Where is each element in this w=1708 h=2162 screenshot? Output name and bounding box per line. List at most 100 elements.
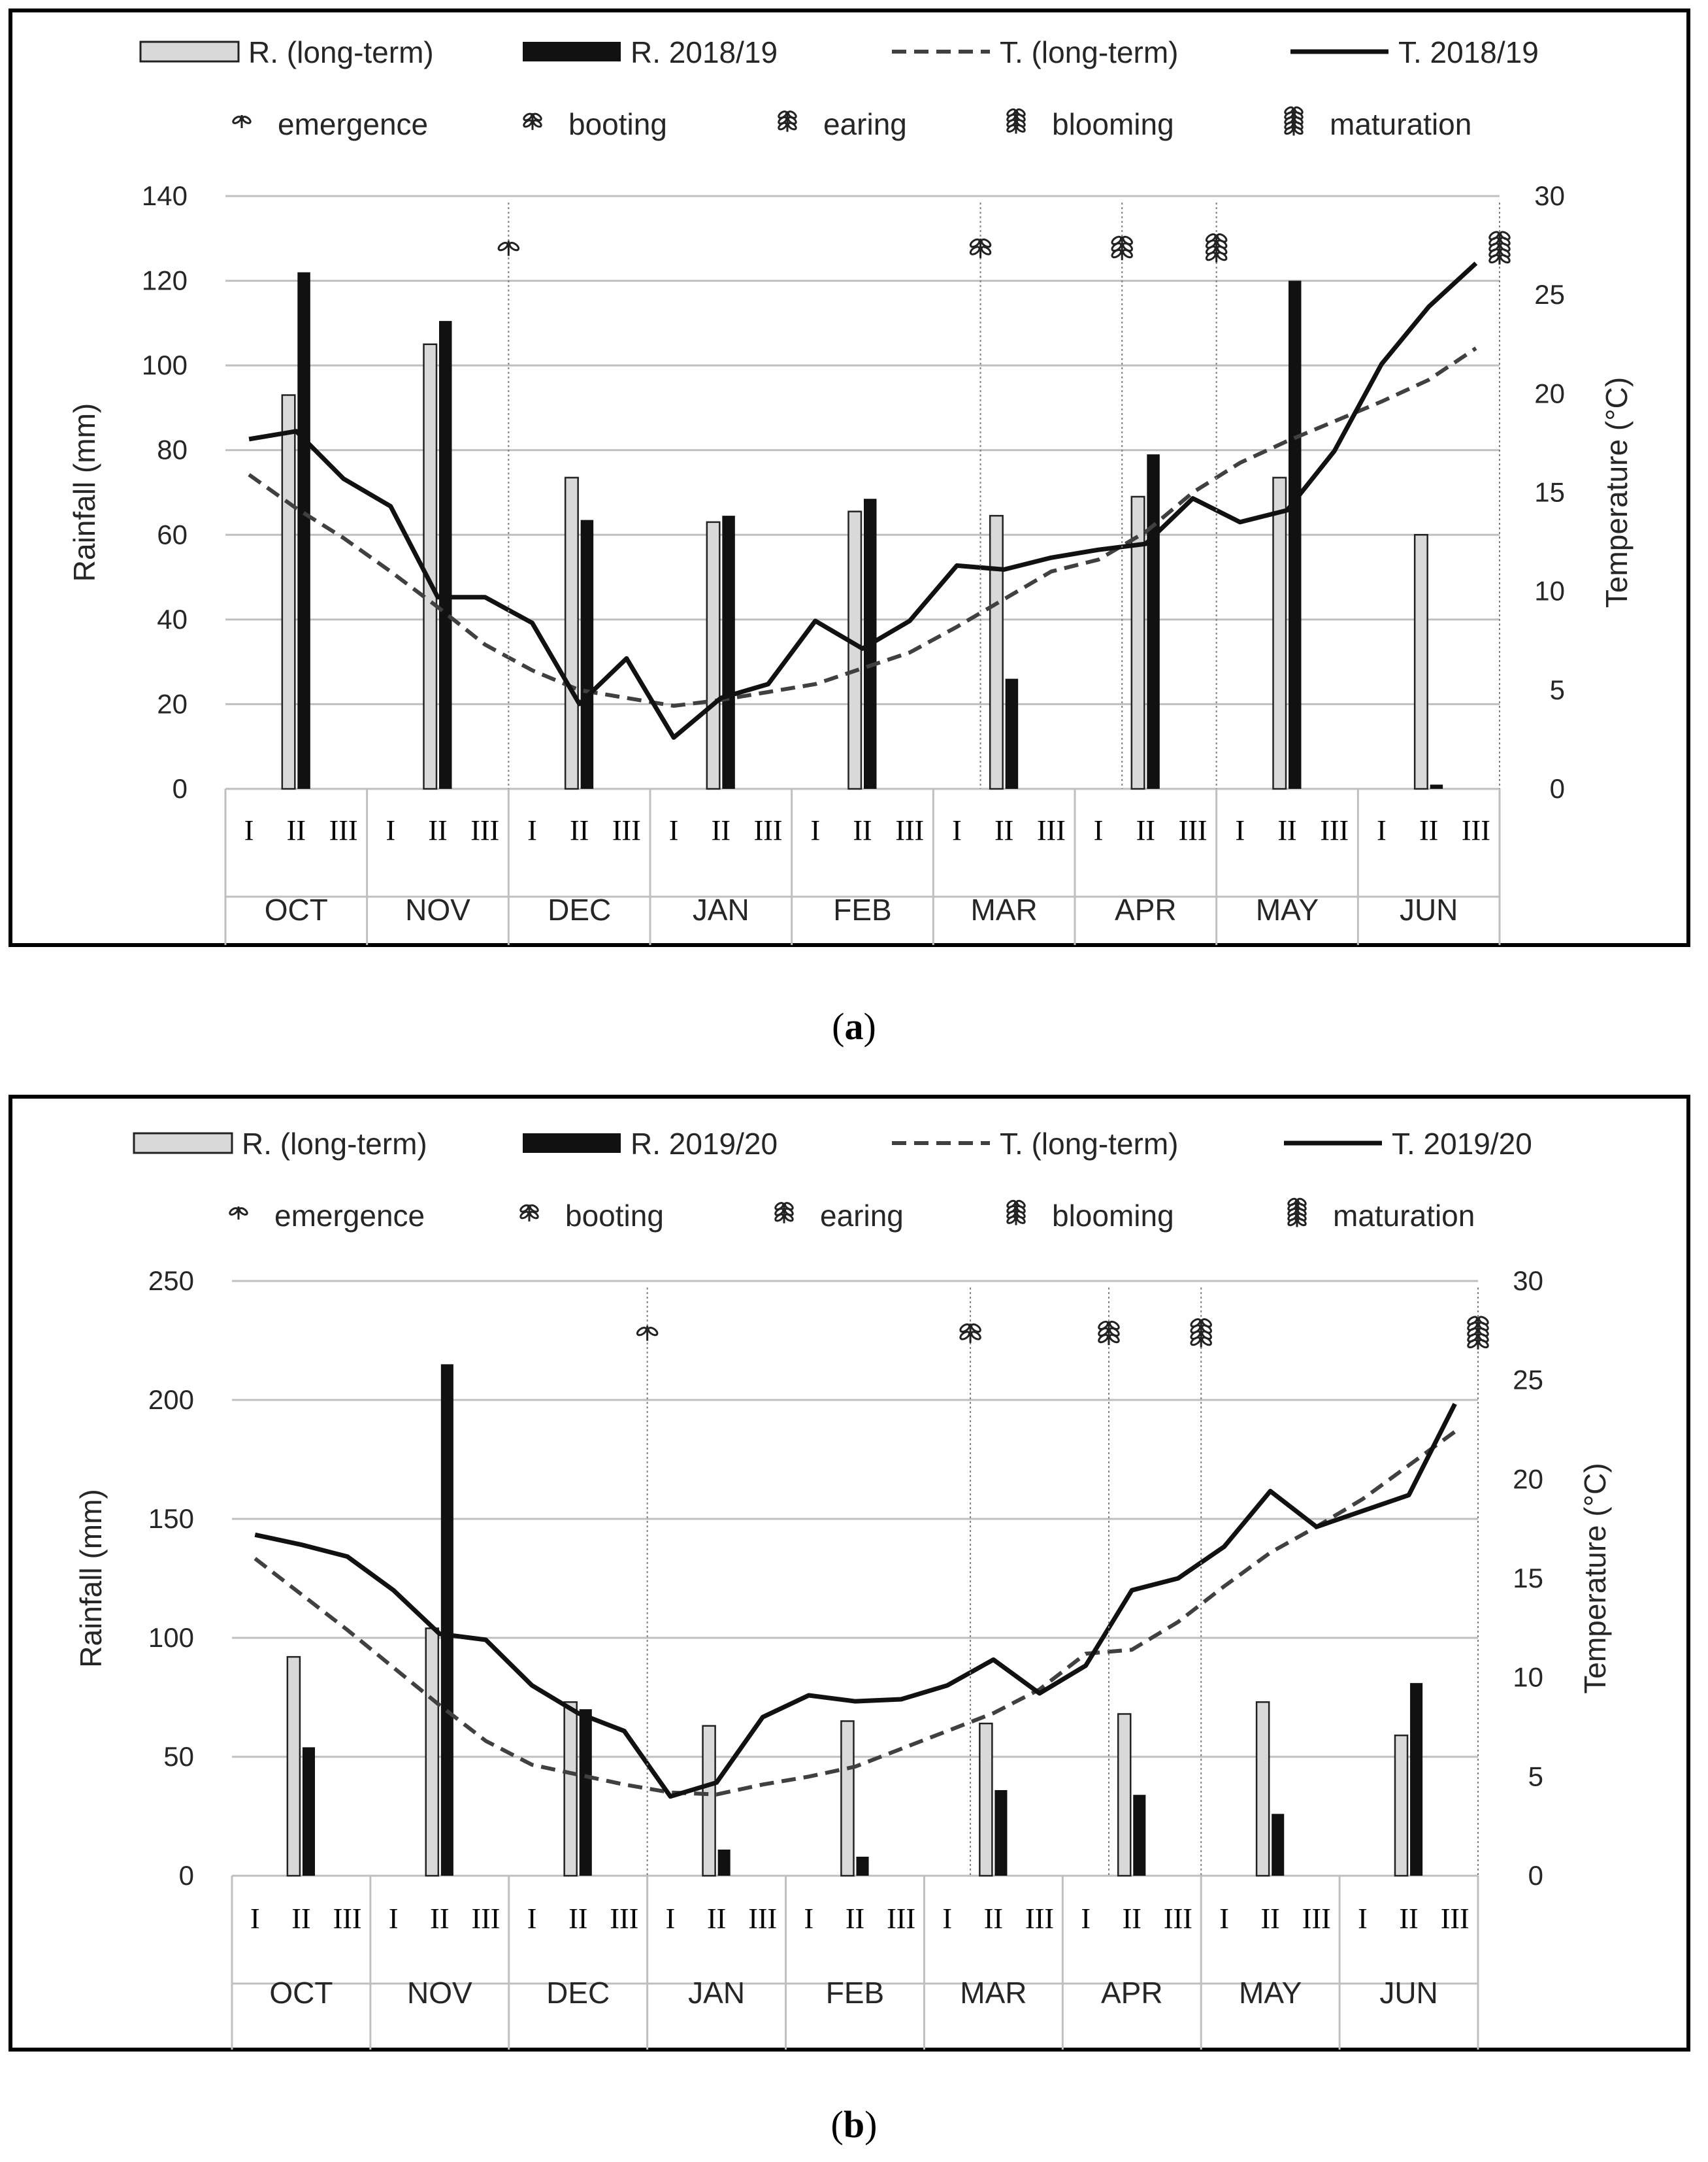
legend-emergence-icon-grain	[241, 116, 252, 124]
x-month-label: NOV	[407, 1976, 472, 2010]
x-dekad-label: II	[1136, 814, 1155, 846]
bar-rain-longterm	[989, 514, 1004, 790]
y-right-tick-label: 15	[1534, 477, 1565, 508]
x-dekad-label: III	[1025, 1903, 1054, 1935]
legend-blooming-icon-grain	[1006, 1199, 1017, 1208]
bar-rain-longterm	[706, 521, 721, 790]
y-right-tick-label: 10	[1513, 1662, 1543, 1693]
panel-caption: (a)	[832, 1005, 876, 1048]
bar-rain-season	[717, 1849, 731, 1876]
maturation-icon-grain	[1467, 1316, 1478, 1325]
maturation-icon-grain	[1488, 231, 1500, 241]
panel-caption: (b)	[831, 2103, 878, 2146]
bar-rain-longterm	[563, 1701, 578, 1877]
bar-rain-season	[856, 1856, 869, 1876]
legend-label-rain-season: R. 2019/20	[631, 1127, 778, 1161]
x-dekad-label: II	[1419, 814, 1438, 846]
y-left-tick-label: 20	[157, 688, 188, 719]
legend-swatch-rain-longterm	[133, 1132, 233, 1154]
x-dekad-label: I	[1219, 1903, 1229, 1935]
x-month-label: MAR	[971, 893, 1038, 927]
blooming-icon	[1190, 1318, 1212, 1348]
caption-open: (	[832, 1005, 844, 1048]
y-right-tick-label: 0	[1528, 1860, 1543, 1891]
y-left-axis-title: Rainfall (mm)	[74, 1489, 108, 1667]
x-month-label: MAY	[1256, 893, 1319, 927]
booting-icon-grain	[980, 246, 992, 256]
booting-icon-grain	[959, 1323, 971, 1333]
x-month-label: OCT	[269, 1976, 333, 2010]
bar-rain-season	[722, 516, 735, 789]
legend-booting-icon-grain	[529, 1204, 539, 1213]
legend-earing-icon-grain	[778, 110, 788, 119]
legend-earing-icon	[774, 1202, 794, 1223]
blooming-icon	[1205, 233, 1228, 263]
x-dekad-label: II	[853, 814, 872, 846]
y-right-tick-label: 20	[1534, 378, 1565, 408]
bar-rain-longterm	[847, 510, 862, 790]
x-dekad-label: III	[754, 814, 783, 846]
x-month-label: MAR	[960, 1976, 1026, 2010]
x-dekad-label: III	[612, 814, 641, 846]
bar-rain-longterm	[840, 1720, 855, 1877]
x-month-label: APR	[1101, 1976, 1163, 2010]
legend-blooming-icon	[1006, 108, 1026, 134]
x-dekad-label: I	[386, 814, 395, 846]
x-dekad-label: III	[895, 814, 924, 846]
line-temp-longterm	[248, 346, 1477, 708]
legend-stage-maturation: maturation	[1333, 1199, 1475, 1233]
booting-icon-grain	[970, 1323, 981, 1333]
legend-stage-blooming: blooming	[1052, 1199, 1174, 1233]
x-dekad-label: I	[1094, 814, 1104, 846]
x-month-label: MAY	[1239, 1976, 1302, 2010]
x-dekad-label: I	[666, 1903, 676, 1935]
y-right-tick-label: 0	[1550, 773, 1565, 804]
bar-rain-longterm	[1272, 476, 1287, 790]
x-dekad-label: II	[846, 1903, 864, 1935]
x-dekad-label: I	[1377, 814, 1387, 846]
x-month-label: OCT	[265, 893, 328, 927]
y-left-tick-label: 250	[148, 1265, 194, 1296]
x-dekad-label: III	[1164, 1903, 1192, 1935]
x-dekad-label: II	[1261, 1903, 1280, 1935]
bar-rain-longterm	[1130, 495, 1145, 790]
x-dekad-label: II	[430, 1903, 449, 1935]
x-month-label: APR	[1115, 893, 1177, 927]
y-right-tick-label: 30	[1513, 1265, 1543, 1296]
bar-rain-longterm	[1117, 1713, 1132, 1877]
bar-rain-longterm	[979, 1722, 993, 1877]
booting-icon	[969, 238, 992, 258]
blooming-icon-grain	[1205, 233, 1217, 243]
bar-rain-season	[1410, 1683, 1423, 1876]
x-dekad-label: III	[887, 1903, 915, 1935]
emergence-icon-grain	[647, 1326, 659, 1337]
x-dekad-label: II	[291, 1903, 310, 1935]
x-month-label: FEB	[826, 1976, 884, 2010]
legend-booting-icon-grain	[523, 119, 533, 128]
legend-swatch-rain-season	[523, 1133, 621, 1153]
x-dekad-label: I	[244, 814, 254, 846]
legend-stage-booting: booting	[565, 1199, 664, 1233]
y-right-axis-title: Temperature (°C)	[1578, 1463, 1612, 1693]
line-temp-longterm	[254, 1430, 1456, 1797]
maturation-icon-grain	[1478, 1316, 1489, 1325]
legend-stage-maturation: maturation	[1330, 107, 1471, 141]
x-dekad-label: III	[329, 814, 358, 846]
x-dekad-label: I	[389, 1903, 399, 1935]
earing-icon	[1111, 235, 1133, 261]
legend-booting-icon-grain	[523, 112, 533, 122]
legend-stage-earing: earing	[820, 1199, 904, 1233]
x-month-label: JUN	[1379, 1976, 1437, 2010]
x-dekad-label: I	[952, 814, 962, 846]
legend-swatch-rain-season	[523, 42, 621, 61]
bar-rain-season	[1147, 454, 1160, 789]
y-left-tick-label: 120	[142, 265, 188, 296]
booting-icon-grain	[980, 238, 992, 248]
caption-close: )	[864, 1005, 876, 1048]
earing-icon-grain	[1109, 1320, 1120, 1331]
legend-maturation-icon	[1287, 1197, 1307, 1227]
blooming-icon-grain	[1201, 1318, 1212, 1328]
x-dekad-label: III	[470, 814, 499, 846]
blooming-icon-grain	[1190, 1318, 1202, 1328]
bar-rain-longterm	[702, 1725, 716, 1877]
